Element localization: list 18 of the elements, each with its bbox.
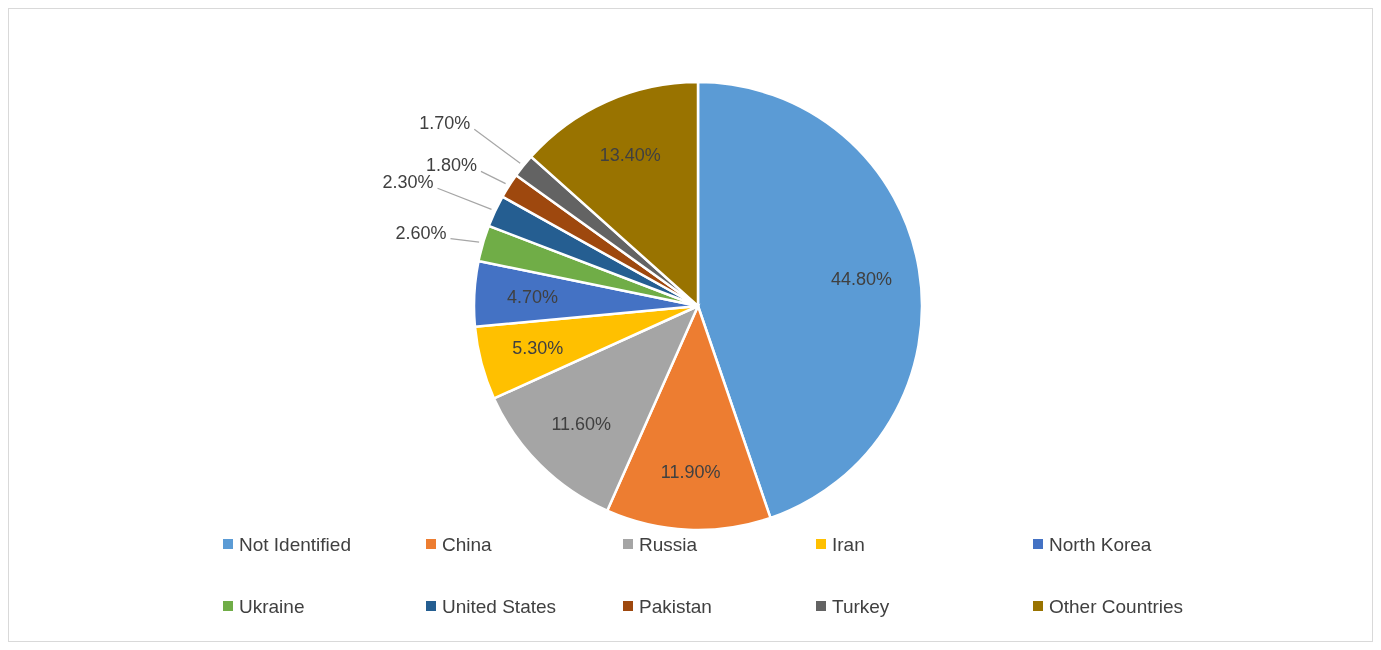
legend-label: United States (442, 595, 557, 617)
legend-label: Pakistan (639, 595, 712, 617)
data-label: 11.90% (660, 461, 721, 482)
data-label: 2.60% (395, 222, 447, 243)
legend-label: Ukraine (239, 595, 305, 617)
data-label: 1.70% (419, 113, 471, 134)
data-label: 4.70% (506, 286, 559, 307)
data-label: 13.40% (599, 144, 661, 165)
legend-label: Turkey (832, 595, 890, 617)
data-label: 5.30% (512, 338, 564, 359)
legend-label: Iran (832, 533, 865, 555)
legend-label: China (442, 533, 493, 555)
data-label: 44.80% (830, 268, 893, 289)
legend-label: Russia (639, 533, 698, 555)
data-label: 11.60% (551, 413, 612, 434)
legend-label: Other Countries (1049, 595, 1184, 617)
legend-label: North Korea (1049, 533, 1152, 555)
legend-label: Not Identified (239, 533, 351, 555)
